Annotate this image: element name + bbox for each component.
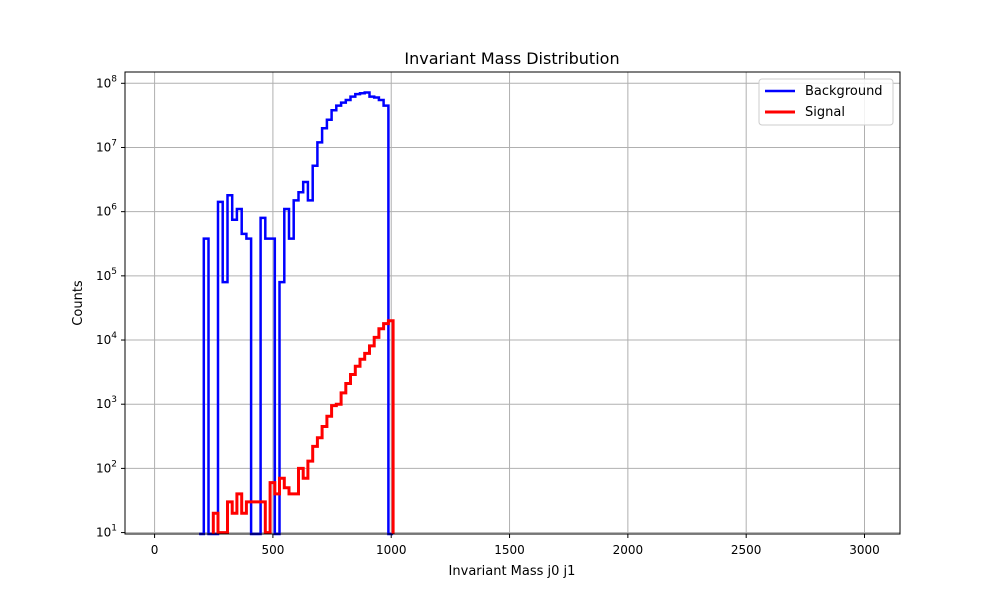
y-tick-exponent: 2 bbox=[111, 459, 117, 469]
legend-label-background: Background bbox=[805, 84, 883, 99]
x-tick-label: 500 bbox=[261, 543, 284, 557]
x-axis: 0 500 1000 1500 2000 2500 3000 bbox=[151, 534, 880, 557]
y-tick-base: 10 bbox=[96, 269, 111, 283]
x-axis-label: Invariant Mass j0 j1 bbox=[449, 564, 576, 579]
x-tick-label: 2000 bbox=[613, 543, 644, 557]
y-tick-base: 10 bbox=[96, 205, 111, 219]
grid-layer bbox=[125, 72, 900, 534]
y-tick-exponent: 7 bbox=[111, 138, 117, 148]
y-tick-label: 101 bbox=[96, 524, 117, 540]
x-tick-label: 0 bbox=[151, 543, 159, 557]
y-tick-base: 10 bbox=[96, 397, 111, 411]
y-tick-label: 106 bbox=[96, 203, 117, 219]
plot-frame bbox=[124, 71, 901, 535]
y-tick-label: 105 bbox=[96, 267, 117, 283]
y-tick-label: 102 bbox=[96, 459, 117, 475]
y-tick-exponent: 3 bbox=[111, 395, 117, 405]
y-tick-base: 10 bbox=[96, 333, 111, 347]
legend-label-signal: Signal bbox=[805, 105, 845, 120]
series-signal-step-line bbox=[211, 319, 395, 535]
x-tick-label: 1500 bbox=[494, 543, 525, 557]
y-axis-label: Counts bbox=[71, 280, 86, 326]
y-tick-base: 10 bbox=[96, 76, 111, 90]
y-tick-exponent: 1 bbox=[111, 524, 117, 534]
y-tick-label: 108 bbox=[96, 74, 117, 90]
y-tick-base: 10 bbox=[96, 526, 111, 540]
y-tick-label: 103 bbox=[96, 395, 117, 411]
series-background-step-line bbox=[199, 91, 394, 536]
y-tick-label: 104 bbox=[96, 331, 117, 347]
legend: Background Signal bbox=[758, 78, 894, 126]
x-tick-label: 1000 bbox=[376, 543, 407, 557]
y-tick-exponent: 6 bbox=[111, 203, 117, 213]
y-tick-exponent: 4 bbox=[111, 331, 117, 341]
y-tick-exponent: 5 bbox=[111, 267, 117, 277]
series-layer bbox=[199, 91, 395, 536]
y-tick-label: 107 bbox=[96, 138, 117, 154]
y-tick-base: 10 bbox=[96, 461, 111, 475]
x-tick-label: 2500 bbox=[731, 543, 762, 557]
x-tick-label: 3000 bbox=[849, 543, 880, 557]
chart-title: Invariant Mass Distribution bbox=[404, 49, 619, 68]
y-tick-base: 10 bbox=[96, 140, 111, 154]
y-tick-exponent: 8 bbox=[111, 74, 117, 84]
